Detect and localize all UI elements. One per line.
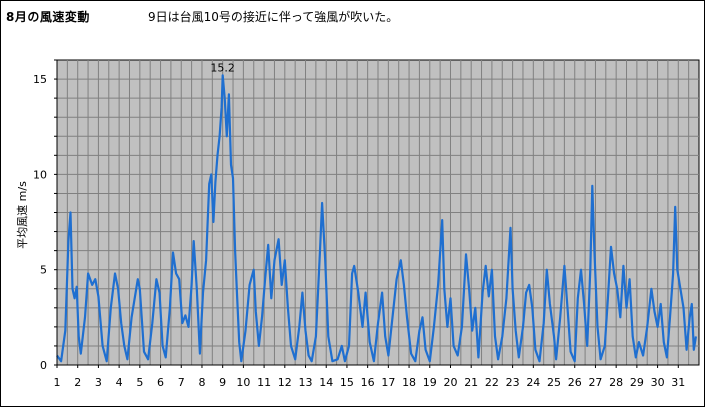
y-axis-label: 平均風速 m/s (16, 181, 29, 249)
x-tick-label: 28 (609, 376, 623, 389)
y-tick-label: 10 (33, 168, 47, 181)
y-tick-label: 5 (40, 264, 47, 277)
x-tick-label: 21 (464, 376, 478, 389)
x-tick-label: 24 (526, 376, 540, 389)
x-tick-label: 29 (630, 376, 644, 389)
x-tick-label: 31 (671, 376, 685, 389)
x-tick-label: 27 (588, 376, 602, 389)
x-tick-label: 16 (361, 376, 375, 389)
x-tick-label: 4 (116, 376, 123, 389)
x-tick-label: 14 (319, 376, 333, 389)
x-tick-label: 1 (54, 376, 61, 389)
x-tick-label: 26 (568, 376, 582, 389)
x-tick-label: 6 (157, 376, 164, 389)
x-tick-label: 17 (381, 376, 395, 389)
wind-speed-line (56, 74, 697, 363)
x-tick-label: 20 (443, 376, 457, 389)
y-tick-label: 15 (33, 73, 47, 86)
x-tick-label: 10 (236, 376, 250, 389)
x-tick-label: 2 (74, 376, 81, 389)
chart-subtitle: 9日は台風10号の接近に伴って強風が吹いた。 (148, 10, 399, 24)
x-tick-label: 18 (402, 376, 416, 389)
x-tick-label: 15 (340, 376, 354, 389)
x-tick-label: 7 (178, 376, 185, 389)
x-tick-label: 9 (219, 376, 226, 389)
x-tick-label: 23 (506, 376, 520, 389)
x-tick-label: 19 (423, 376, 437, 389)
x-tick-label: 12 (278, 376, 292, 389)
x-tick-label: 30 (651, 376, 665, 389)
x-tick-label: 25 (547, 376, 561, 389)
y-tick-label: 0 (40, 359, 47, 372)
x-tick-label: 22 (485, 376, 499, 389)
x-tick-label: 5 (136, 376, 143, 389)
chart-title: 8月の風速変動 (6, 10, 90, 24)
x-tick-label: 3 (95, 376, 102, 389)
x-tick-label: 11 (257, 376, 271, 389)
x-tick-label: 8 (198, 376, 205, 389)
x-tick-label: 13 (299, 376, 313, 389)
peak-value-label: 15.2 (210, 61, 235, 74)
